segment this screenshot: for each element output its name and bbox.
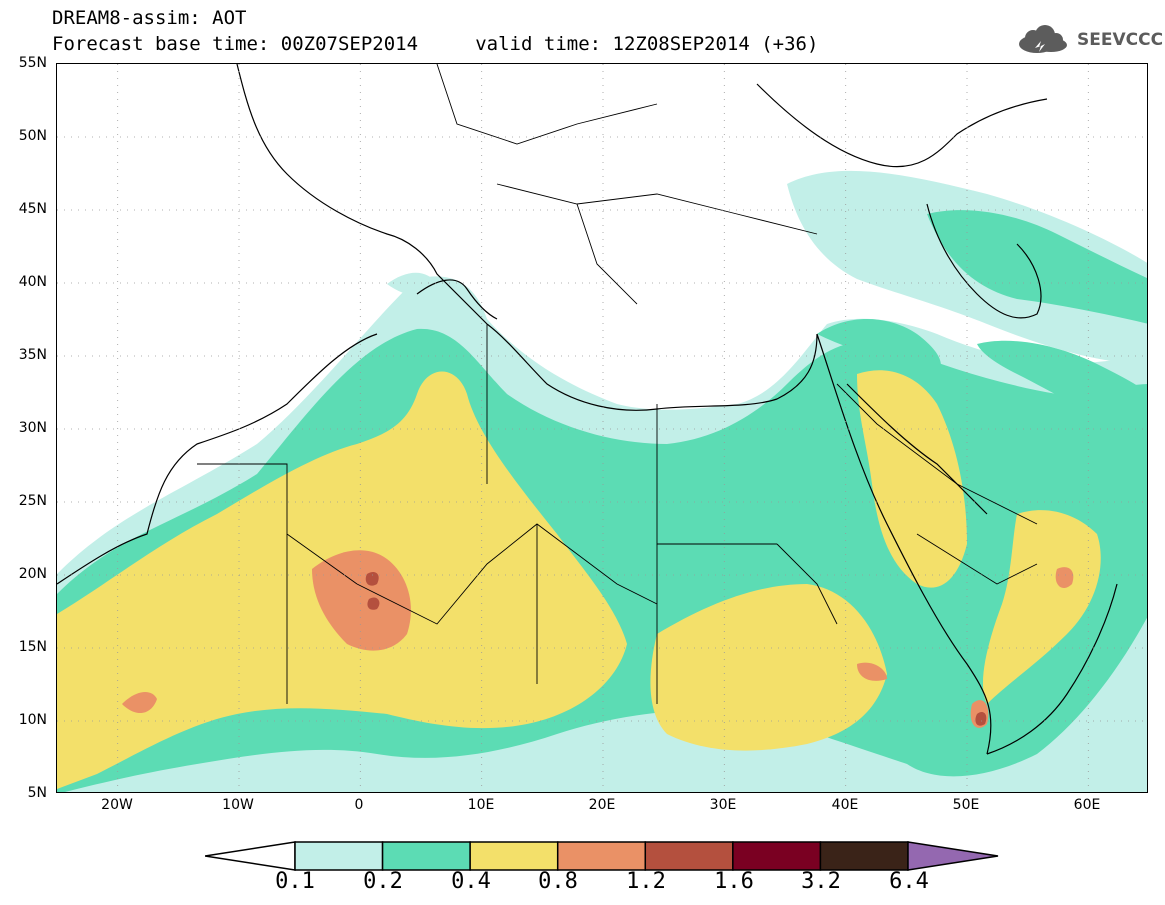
colorbar-swatches	[294, 841, 909, 871]
map-title: DREAM8-assim: AOT	[52, 7, 247, 29]
colorbar-label-0.4: 0.4	[451, 869, 491, 894]
colorbar-swatch-0.8	[556, 841, 647, 871]
colorbar-swatch-0.2	[381, 841, 471, 871]
graticule	[57, 64, 1147, 792]
aot-contour-0.4	[57, 370, 1101, 789]
logo-text: SEEVCCC	[1077, 30, 1164, 50]
country-borders	[197, 64, 1038, 704]
aot-forecast-map	[56, 63, 1148, 793]
colorbar-swatch-3.2	[819, 841, 909, 871]
seevccc-logo	[1019, 25, 1067, 53]
aot-colorbar	[205, 841, 999, 871]
colorbar-label-1.2: 1.2	[626, 869, 666, 894]
lat-label-55n: 55N	[18, 55, 47, 71]
lon-label-10e: 10E	[467, 797, 495, 813]
coastlines	[57, 64, 1118, 755]
colorbar-swatch-0.1	[294, 841, 384, 871]
colorbar-upper-arrow	[907, 841, 999, 871]
lat-label-30n: 30N	[18, 420, 47, 436]
lat-label-40n: 40N	[18, 274, 47, 290]
lon-label-10w: 10W	[222, 797, 254, 813]
lon-label-30e: 30E	[709, 797, 737, 813]
lat-label-25n: 25N	[18, 493, 47, 509]
colorbar-label-3.2: 3.2	[801, 869, 841, 894]
lon-label-40e: 40E	[831, 797, 859, 813]
lat-label-5n: 5N	[27, 785, 47, 801]
colorbar-label-6.4: 6.4	[889, 869, 929, 894]
lon-label-20w: 20W	[101, 797, 133, 813]
lat-label-15n: 15N	[18, 639, 47, 655]
colorbar-label-0.1: 0.1	[275, 869, 315, 894]
colorbar-label-0.8: 0.8	[538, 869, 578, 894]
lat-label-50n: 50N	[18, 128, 47, 144]
colorbar-swatch-1.2	[644, 841, 734, 871]
cloud-icon	[1019, 25, 1067, 53]
lat-label-35n: 35N	[18, 347, 47, 363]
map-canvas	[57, 64, 1147, 792]
aot-contour-1.2	[365, 572, 987, 726]
lon-label-50e: 50E	[952, 797, 980, 813]
lat-label-20n: 20N	[18, 566, 47, 582]
colorbar-label-1.6: 1.6	[714, 869, 754, 894]
colorbar-swatch-0.4	[469, 841, 559, 871]
lat-label-10n: 10N	[18, 712, 47, 728]
lat-label-45n: 45N	[18, 201, 47, 217]
colorbar-swatch-1.6	[732, 841, 822, 871]
forecast-time-subtitle: Forecast base time: 00Z07SEP2014 valid t…	[52, 33, 819, 55]
lon-label-60e: 60E	[1073, 797, 1101, 813]
lon-label-0: 0	[354, 797, 364, 813]
lon-label-20e: 20E	[588, 797, 616, 813]
colorbar-lower-arrow	[205, 841, 296, 871]
colorbar-label-0.2: 0.2	[363, 869, 403, 894]
